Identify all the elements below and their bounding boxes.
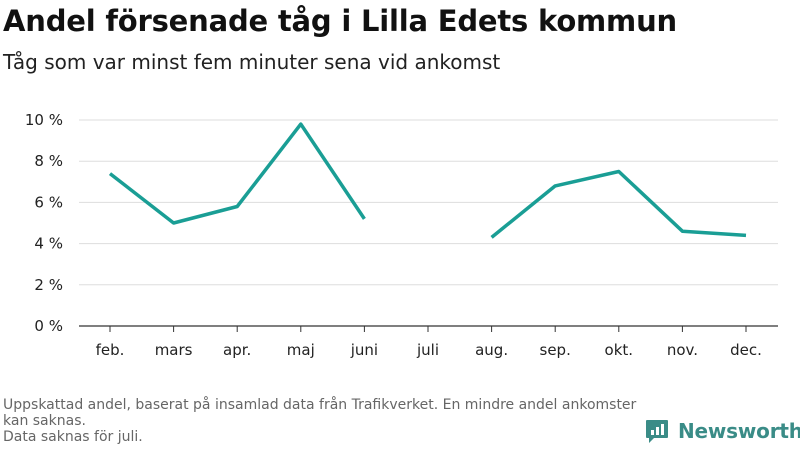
y-tick-label: 2 % [34,276,63,294]
y-tick-label: 4 % [34,235,63,253]
series-line [108,122,366,225]
data-point [108,172,112,176]
x-tick-label: juni [350,341,378,359]
series-line [490,169,747,239]
data-point [681,229,685,233]
newsworthy-logo-icon [646,420,668,443]
data-point [172,221,176,225]
footnote-missing-data: Data saknas för juli. [3,429,143,445]
footnote-source: Uppskattad andel, baserat på insamlad da… [3,397,637,429]
chart-title: Andel försenade tåg i Lilla Edets kommun [3,4,677,38]
data-point [363,217,367,221]
x-tick-label: okt. [605,341,634,359]
x-tick-label: aug. [475,341,508,359]
y-tick-label: 6 % [34,193,63,211]
x-tick-label: feb. [96,341,125,359]
y-tick-label: 8 % [34,152,63,170]
data-point [490,236,494,240]
x-tick-label: juli [416,341,439,359]
x-tick-label: mars [155,341,193,359]
x-tick-label: apr. [223,341,251,359]
data-point [299,122,303,126]
y-tick-label: 0 % [34,317,63,335]
data-point [617,170,621,174]
x-tick-label: dec. [730,341,762,359]
brand-logo: Newsworthy [644,418,800,444]
data-point [235,205,239,209]
y-tick-label: 10 % [25,111,63,129]
x-tick-label: maj [287,341,315,359]
data-point [553,184,557,188]
line-chart: 0 % 2 % 4 % 6 % 8 % 10 % feb. mars apr. maj juni ju… [25,111,778,359]
brand-name: Newsworthy [678,419,800,443]
data-point [744,234,748,238]
x-tick-label: sep. [540,341,571,359]
chart-subtitle: Tåg som var minst fem minuter sena vid a… [3,50,501,74]
footnote: Uppskattad andel, baserat på insamlad da… [3,397,643,445]
x-tick-label: nov. [667,341,698,359]
